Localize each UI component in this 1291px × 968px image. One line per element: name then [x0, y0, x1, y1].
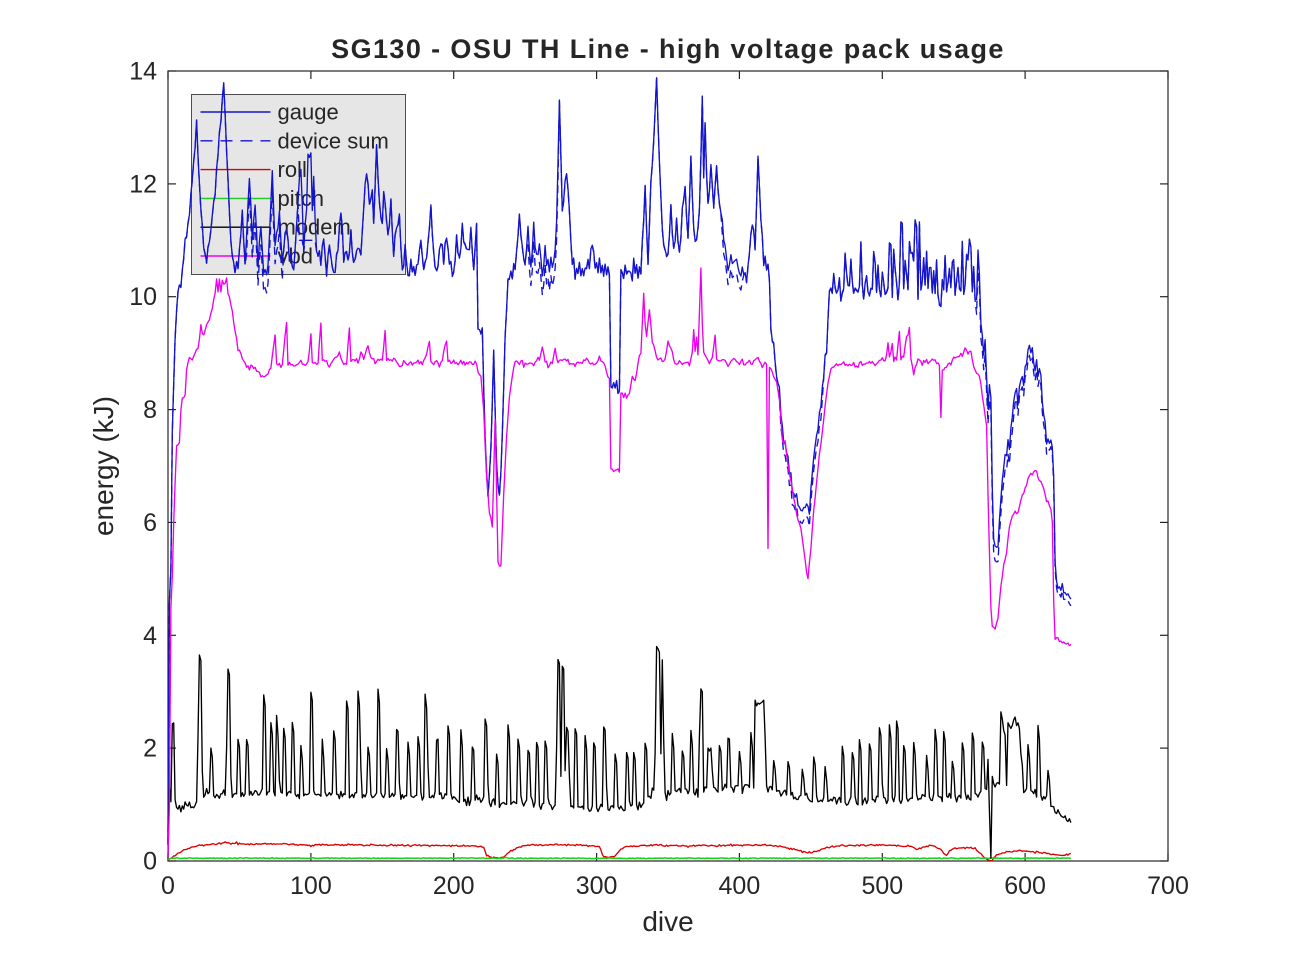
svg-text:SG130 - OSU TH Line - high vol: SG130 - OSU TH Line - high voltage pack …	[331, 34, 1005, 64]
svg-text:12: 12	[129, 170, 157, 198]
svg-text:2: 2	[143, 735, 157, 763]
svg-text:device sum: device sum	[278, 128, 389, 153]
svg-text:0: 0	[161, 872, 175, 900]
svg-text:energy (kJ): energy (kJ)	[88, 396, 119, 536]
svg-text:8: 8	[143, 396, 157, 424]
svg-text:0: 0	[143, 848, 157, 876]
svg-text:6: 6	[143, 509, 157, 537]
svg-text:gauge: gauge	[278, 100, 339, 125]
svg-text:4: 4	[143, 622, 157, 650]
svg-text:700: 700	[1147, 872, 1189, 900]
svg-text:pitch: pitch	[278, 186, 324, 211]
svg-text:dive: dive	[642, 906, 693, 937]
svg-text:300: 300	[576, 872, 618, 900]
svg-text:500: 500	[861, 872, 903, 900]
svg-text:400: 400	[719, 872, 761, 900]
svg-text:100: 100	[290, 872, 332, 900]
svg-text:14: 14	[129, 58, 157, 86]
svg-text:600: 600	[1004, 872, 1046, 900]
svg-text:200: 200	[433, 872, 475, 900]
svg-text:10: 10	[129, 283, 157, 311]
svg-text:roll: roll	[278, 157, 307, 182]
